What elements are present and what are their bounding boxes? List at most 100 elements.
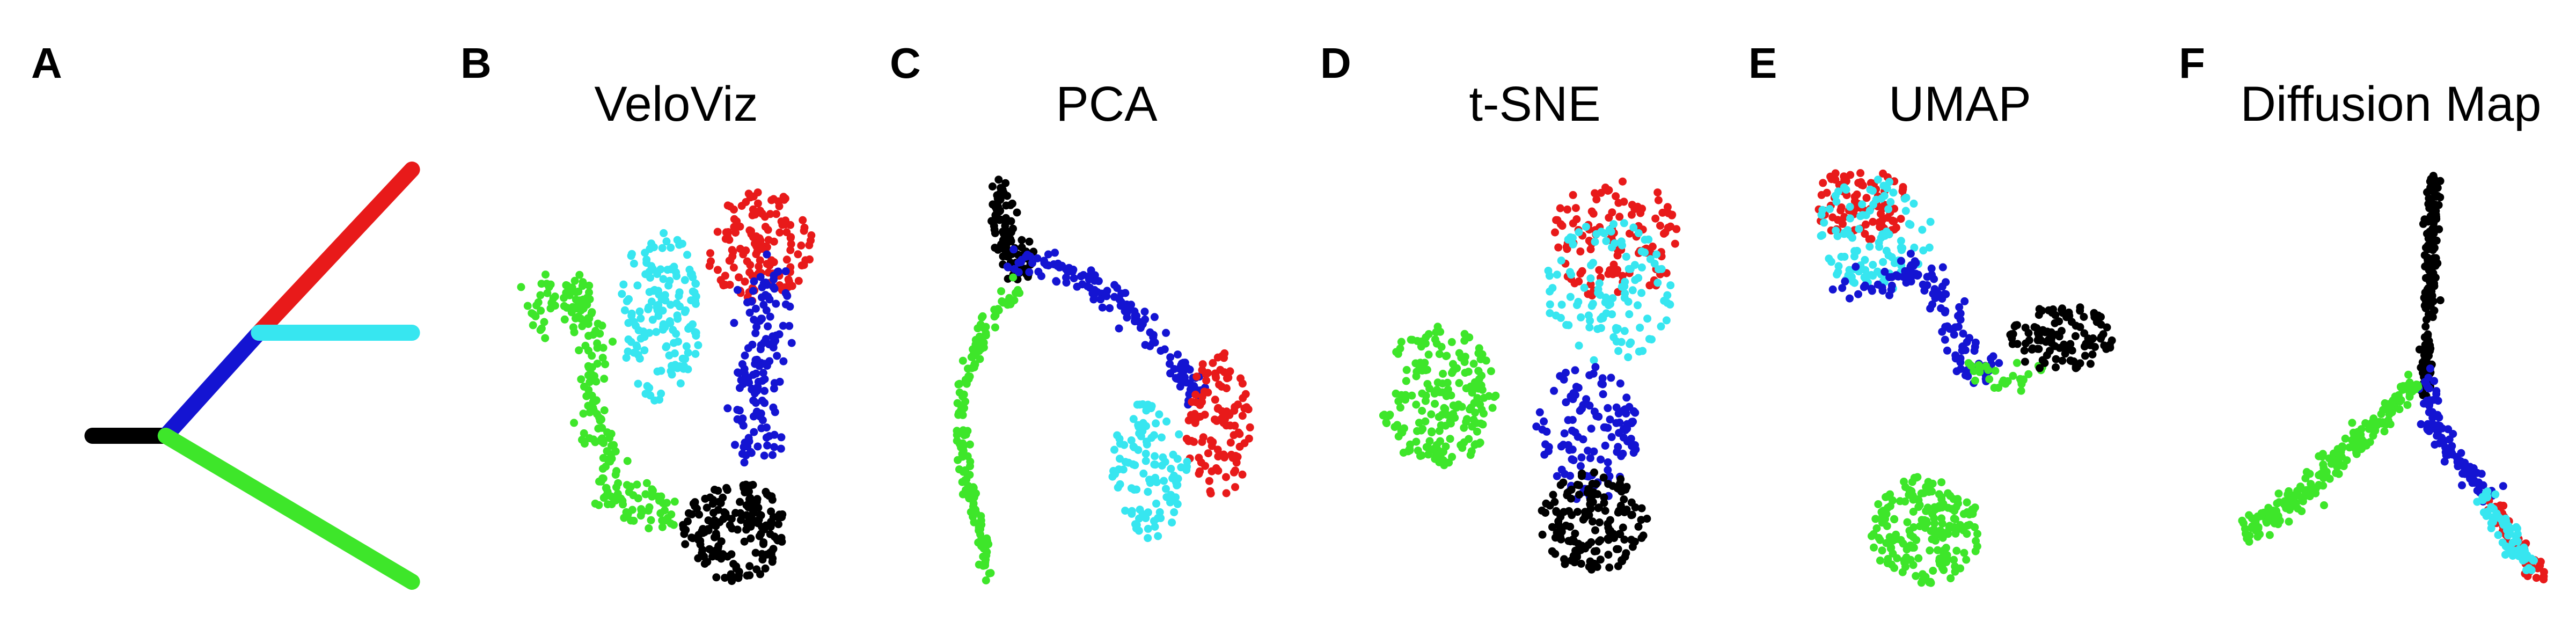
cell-point [751,356,760,364]
cell-point [1612,403,1621,412]
cell-point [955,389,964,397]
cell-point [1428,428,1436,437]
cell-point [684,348,692,357]
cell-point [1576,247,1585,256]
cell-point [1433,323,1442,331]
cell-point [1671,239,1679,248]
cell-point [1621,289,1629,298]
cell-point [755,262,763,270]
cell-point [647,516,655,524]
cell-point [1397,338,1406,346]
cell-point [753,442,762,451]
cell-point [1150,313,1159,321]
cell-point [2382,420,2390,429]
cell-point [1436,437,1444,445]
cell-point [1899,185,1907,194]
cell-point [1147,477,1155,486]
cell-point [2455,459,2464,468]
cell-point [1902,273,1911,282]
cell-point [1659,229,1668,238]
cell-point [756,256,764,265]
cell-point [681,355,690,363]
cell-point [660,229,668,237]
cell-point [1613,545,1621,553]
cell-point [657,389,665,398]
cell-point [758,283,766,291]
cell-point [2352,449,2361,457]
cell-point [1953,495,1962,503]
cell-point [1855,225,1863,233]
cell-point [680,308,689,316]
cell-point [1579,515,1587,524]
cell-point [2452,453,2461,461]
cell-point [982,551,991,560]
cell-point [1245,434,1253,443]
cell-point [2030,323,2039,331]
panel-d: D t-SNE [1320,39,1681,574]
cell-point [1599,390,1607,398]
cell-point [2461,466,2469,475]
cell-point [787,240,795,248]
cell-point [625,488,633,496]
cell-point [772,299,780,308]
cell-point [1185,365,1194,374]
cell-point [1645,281,1654,290]
cell-point [1562,521,1570,530]
cell-point [1569,240,1577,248]
cell-point [1950,523,1958,531]
cell-point [1094,277,1103,286]
cell-point [1591,238,1599,246]
cell-point [960,431,969,440]
cell-point [1974,361,1983,369]
cell-point [1416,452,1424,460]
cell-point [599,494,608,502]
cell-point [2341,434,2350,443]
cell-point [1917,489,1926,497]
cell-point [1235,442,1244,451]
cell-point [1465,333,1474,342]
cell-point [1415,419,1423,427]
cell-point [1168,518,1176,527]
cell-point [712,573,721,582]
cell-point [1846,171,1855,179]
cell-point [1446,435,1454,443]
cell-point [1912,536,1921,544]
cell-point [2264,503,2273,512]
cell-point [1577,313,1585,321]
cell-point [2100,341,2109,350]
cell-point [1600,493,1608,502]
cell-point [756,236,765,245]
cell-point [773,352,781,360]
cell-point [711,486,719,494]
cell-point [971,350,980,359]
cell-point [1219,450,1228,459]
cell-point [2434,397,2442,405]
cell-point [1878,287,1887,295]
cell-point [1246,423,1254,431]
cell-point [999,252,1007,261]
cell-point [2536,561,2544,570]
cell-point [2383,400,2391,409]
cell-point [1861,281,1869,290]
cell-point [1600,423,1608,431]
panel-e-plot [1814,169,2116,587]
cell-point [2391,404,2399,412]
cell-point [1476,419,1485,428]
cell-point [620,514,628,522]
cell-point [1882,493,1890,501]
cell-point [1241,390,1250,398]
cluster-blue [2415,364,2507,506]
cell-point [1552,507,1561,515]
cell-point [1554,243,1563,252]
cell-point [1552,216,1561,224]
cell-point [2020,346,2029,355]
cell-point [2524,564,2533,573]
cell-point [1858,200,1867,209]
cell-point [989,200,997,209]
cell-point [606,457,614,466]
cell-point [612,483,620,492]
cell-point [957,402,965,411]
cell-point [1073,282,1081,291]
cell-point [597,477,605,486]
cell-point [750,316,758,324]
